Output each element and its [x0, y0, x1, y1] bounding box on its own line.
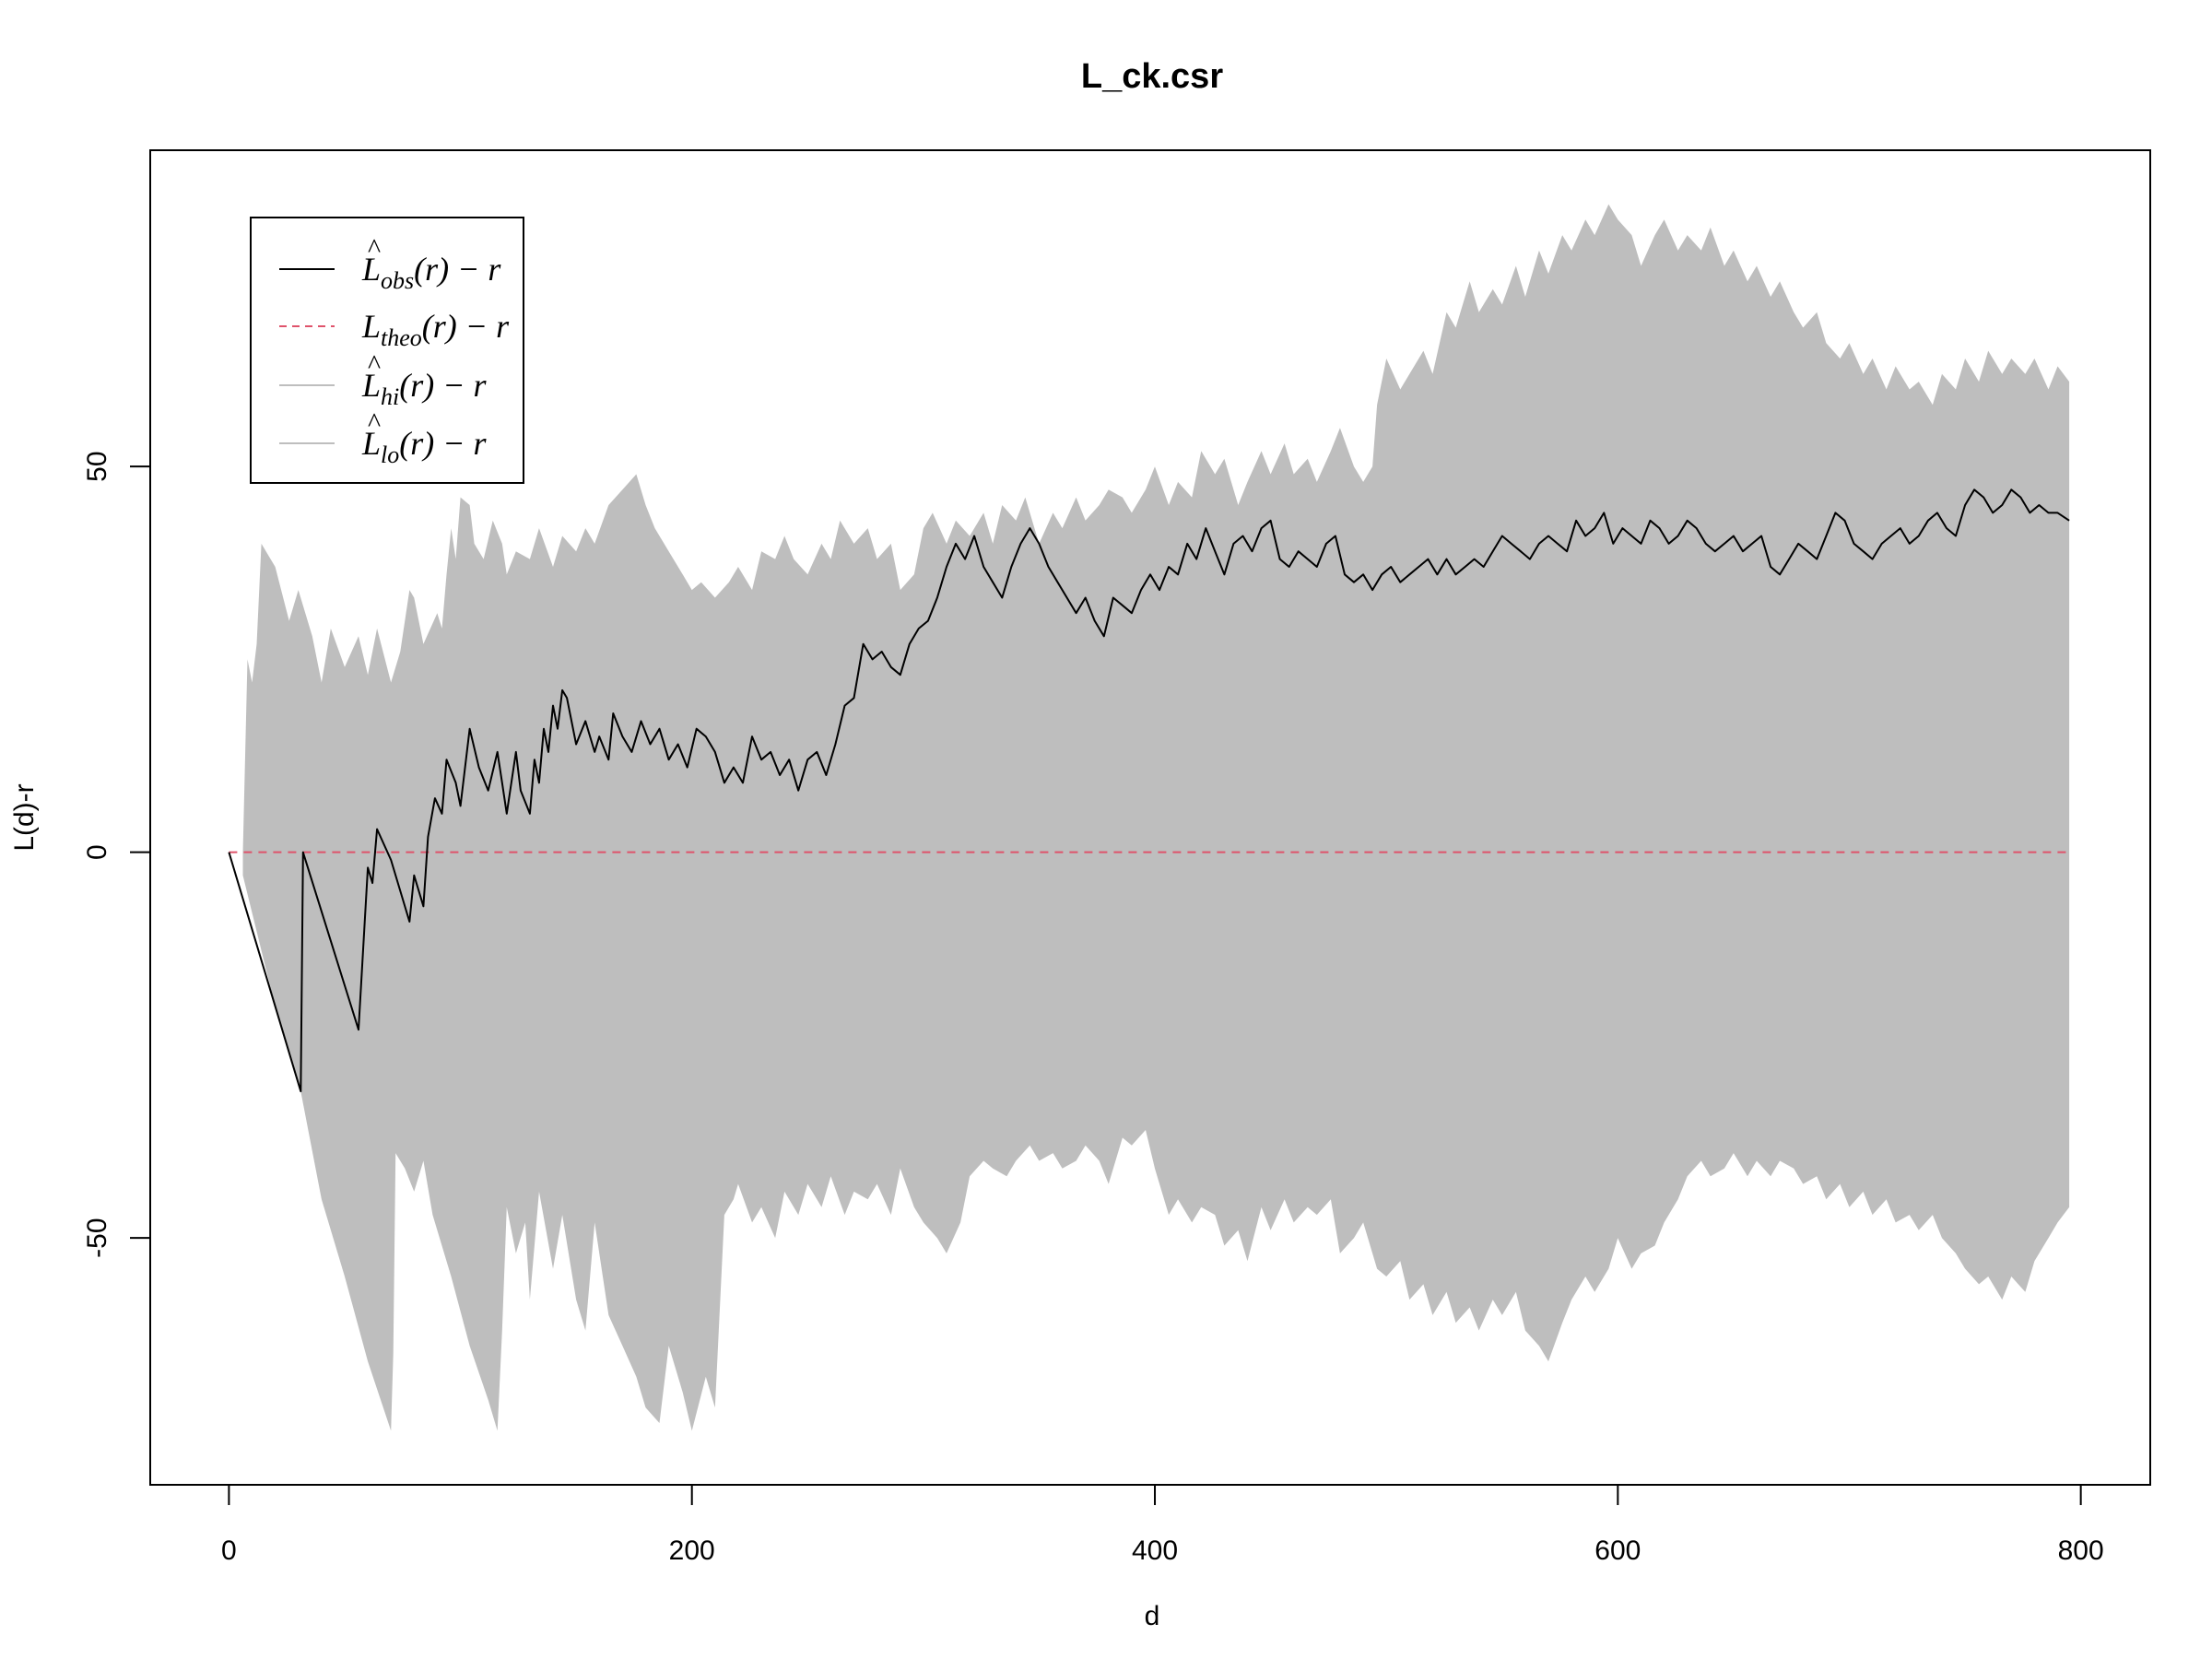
legend-label: Llo(r) − r — [361, 425, 488, 468]
legend-label: Lhi(r) − r — [361, 367, 488, 410]
x-tick-label: 200 — [669, 1535, 715, 1566]
x-tick-label: 600 — [1594, 1535, 1641, 1566]
legend-entry: Lhi(r) − r^ — [279, 349, 488, 410]
legend-box — [250, 217, 524, 484]
x-tick-label: 800 — [2058, 1535, 2104, 1566]
legend-entry: Lobs(r) − r^ — [279, 233, 501, 294]
y-tick-label: 0 — [82, 844, 112, 860]
legend-label: Lobs(r) − r — [361, 251, 501, 294]
y-tick-label: 50 — [82, 451, 112, 481]
y-tick-label: -50 — [82, 1218, 112, 1257]
plot-area — [228, 204, 2070, 1431]
x-tick-label: 400 — [1132, 1535, 1178, 1566]
x-axis-label: d — [1145, 1601, 1160, 1631]
y-axis: -50 0 50 — [82, 451, 151, 1258]
envelope-band — [242, 204, 2070, 1431]
x-tick-label: 0 — [221, 1535, 237, 1566]
legend-entry: Llo(r) − r^ — [279, 407, 488, 468]
legend-hat: ^ — [368, 349, 381, 380]
legend-label: Ltheo(r) − r — [361, 308, 510, 351]
legend-entry: Ltheo(r) − r — [279, 308, 510, 351]
legend-hat: ^ — [368, 407, 381, 438]
chart-title: L_ck.csr — [1081, 57, 1223, 96]
obs-line — [228, 488, 2070, 1093]
y-axis-label: L(d)-r — [9, 783, 40, 851]
x-axis: 0 200 400 600 800 — [221, 1484, 2104, 1566]
legend-hat: ^ — [368, 233, 381, 264]
